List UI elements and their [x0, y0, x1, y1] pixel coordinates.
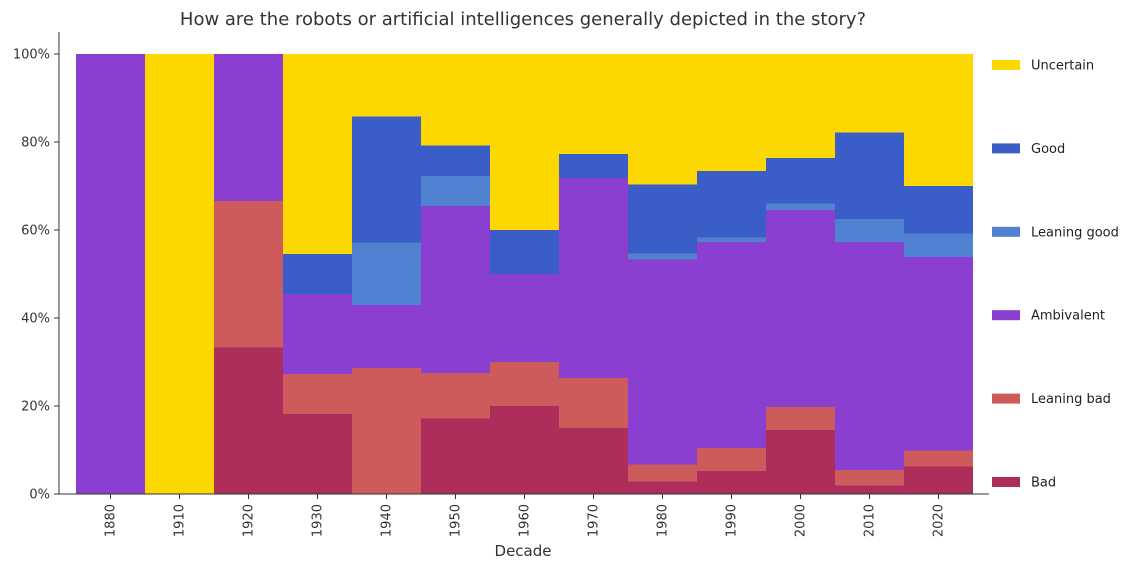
bar-segment-2020-leaning-good: [904, 233, 973, 257]
legend-label: Bad: [1031, 476, 1056, 491]
bar-segment-1990-ambivalent: [697, 241, 766, 449]
bar-segment-1980-leaning-good: [628, 253, 697, 260]
bar-segment-2000-uncertain: [766, 54, 835, 158]
x-tick-label: 2000: [794, 504, 809, 537]
bar-segment-2000-ambivalent: [766, 209, 835, 407]
bar-segment-2020-bad: [904, 466, 973, 494]
bar-segment-1980-good: [628, 184, 697, 254]
y-tick-label: 60%: [21, 224, 50, 239]
bar-segment-1980-uncertain: [628, 54, 697, 185]
bar-segment-1990-good: [697, 171, 766, 238]
bar-segment-1950-leaning-bad: [421, 373, 490, 419]
bar-segment-2020-uncertain: [904, 54, 973, 186]
legend-label: Leaning bad: [1031, 392, 1111, 407]
legend-swatch-good: [992, 143, 1020, 154]
legend-swatch-leaning-good: [992, 226, 1020, 237]
bar-segment-1970-uncertain: [559, 54, 628, 154]
bar-segment-1940-ambivalent: [352, 305, 421, 369]
bar-segment-1950-good: [421, 145, 490, 176]
bar-segment-2010-bad: [835, 485, 904, 494]
x-tick-label: 1920: [242, 504, 257, 537]
x-tick-label: 2020: [932, 504, 947, 537]
y-tick-label: 0%: [29, 488, 50, 503]
legend-swatch-bad: [992, 477, 1020, 487]
bar-segment-2010-good: [835, 132, 904, 219]
bar-segment-1960-leaning-bad: [490, 362, 559, 406]
y-tick-label: 20%: [21, 400, 50, 415]
x-tick-label: 1950: [449, 504, 464, 537]
bar-segment-1940-good: [352, 116, 421, 243]
bar-segment-2010-ambivalent: [835, 241, 904, 471]
x-ticks-group: 1880 1910 1920 1930 1940 1950 1960 1970 1980 1990…: [104, 494, 947, 537]
y-tick-label: 80%: [21, 136, 50, 151]
bar-segment-1940-uncertain: [352, 54, 421, 117]
bar-segment-2000-leaning-good: [766, 203, 835, 210]
bar-segment-1970-bad: [559, 428, 628, 494]
bar-segment-2020-good: [904, 186, 973, 234]
bar-segment-1960-good: [490, 230, 559, 274]
bar-segment-2010-uncertain: [835, 54, 904, 133]
bar-segment-1930-bad: [283, 413, 352, 494]
bar-segment-1920-leaning-bad: [214, 200, 283, 348]
legend-label: Good: [1031, 142, 1065, 157]
bar-segment-1940-leaning-bad: [352, 368, 421, 494]
bar-segment-1980-ambivalent: [628, 259, 697, 465]
bar-segment-1960-bad: [490, 406, 559, 494]
x-tick-label: 1960: [518, 504, 533, 537]
bar-segment-1930-good: [283, 253, 352, 294]
bar-segment-2020-ambivalent: [904, 256, 973, 451]
bar-segment-1950-uncertain: [421, 54, 490, 146]
bar-segment-1930-leaning-bad: [283, 373, 352, 414]
bar-segment-1990-leaning-bad: [697, 448, 766, 472]
bar-segment-1930-ambivalent: [283, 293, 352, 374]
bar-segment-1990-uncertain: [697, 54, 766, 172]
bar-segment-1980-leaning-bad: [628, 464, 697, 482]
bar-segment-1960-ambivalent: [490, 274, 559, 362]
legend-label: Leaning good: [1031, 225, 1119, 240]
bar-segment-2020-leaning-bad: [904, 450, 973, 467]
legend: Uncertain Good Leaning good Ambivalent Leani…: [992, 59, 1119, 491]
bar-segment-2010-leaning-good: [835, 219, 904, 242]
x-tick-label: 1940: [380, 504, 395, 537]
legend-label: Ambivalent: [1031, 309, 1105, 324]
bar-segment-1920-bad: [214, 347, 283, 494]
bars-group: [76, 54, 973, 494]
legend-swatch-ambivalent: [992, 310, 1020, 321]
legend-swatch-uncertain: [992, 60, 1020, 70]
y-ticks-group: 0% 20% 40% 60% 80% 100%: [13, 48, 59, 503]
x-tick-label: 1910: [173, 504, 188, 537]
bar-segment-1930-uncertain: [283, 54, 352, 254]
x-tick-label: 1990: [725, 504, 740, 537]
bar-segment-1910-uncertain: [145, 54, 214, 494]
bar-segment-1960-uncertain: [490, 54, 559, 230]
bar-segment-1940-leaning-good: [352, 242, 421, 306]
bar-segment-1970-ambivalent: [559, 178, 628, 378]
chart-title: How are the robots or artificial intelli…: [180, 9, 866, 30]
bar-segment-1990-bad: [697, 471, 766, 494]
y-tick-label: 100%: [13, 48, 50, 63]
x-tick-label: 1930: [311, 504, 326, 537]
x-tick-label: 1880: [104, 504, 119, 537]
bar-segment-2000-bad: [766, 429, 835, 494]
x-tick-label: 1970: [587, 504, 602, 537]
bar-segment-1950-leaning-good: [421, 175, 490, 207]
bar-segment-1980-bad: [628, 481, 697, 494]
bar-segment-1970-leaning-bad: [559, 377, 628, 428]
bar-segment-2000-leaning-bad: [766, 406, 835, 430]
bar-segment-1880-ambivalent: [76, 54, 145, 494]
legend-swatch-leaning-bad: [992, 393, 1020, 404]
x-axis-label: Decade: [495, 542, 552, 560]
bar-segment-1920-ambivalent: [214, 54, 283, 201]
bar-segment-1950-bad: [421, 418, 490, 494]
y-tick-label: 40%: [21, 312, 50, 327]
bar-segment-2010-leaning-bad: [835, 470, 904, 486]
legend-label: Uncertain: [1031, 59, 1094, 74]
x-tick-label: 1980: [656, 504, 671, 537]
x-tick-label: 2010: [863, 504, 878, 537]
bar-segment-1990-leaning-good: [697, 237, 766, 242]
bar-segment-1950-ambivalent: [421, 206, 490, 373]
bar-segment-1970-good: [559, 153, 628, 179]
bar-segment-2000-good: [766, 157, 835, 204]
